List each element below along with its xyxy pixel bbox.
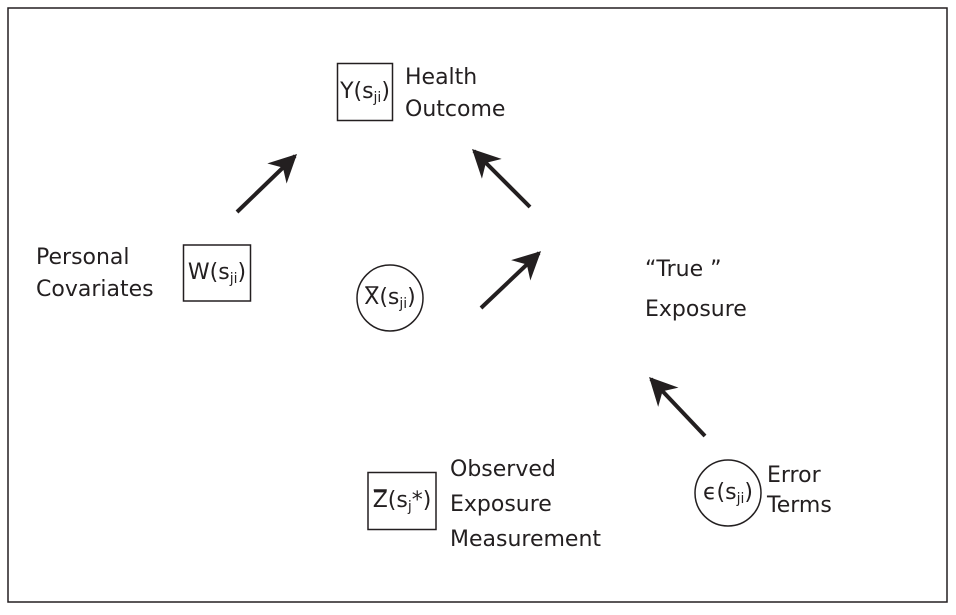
subscript: ji [373, 90, 382, 106]
symbol-part: Z(s [373, 488, 408, 513]
node-label: Terms [766, 493, 832, 518]
symbol-part: ) [381, 79, 390, 104]
node-symbol: Z(sj*) [373, 488, 432, 515]
symbol-part: W(s [188, 260, 230, 285]
node-label: Exposure [450, 492, 552, 517]
node-label: Outcome [405, 97, 505, 122]
node-symbol: Y(sji) [339, 79, 390, 106]
frame [7, 7, 948, 603]
symbol-part: ) [238, 260, 247, 285]
node-label: Covariates [36, 277, 154, 302]
subscript: ji [398, 296, 407, 312]
node-label: Measurement [450, 527, 601, 552]
arrow [649, 376, 707, 438]
symbol-part: *) [412, 488, 432, 513]
subscript: ji [229, 271, 238, 287]
node-symbol: X(sji) [364, 285, 416, 312]
node-symbol: ϵ(sji) [703, 480, 753, 507]
node-symbol: W(sji) [188, 260, 246, 287]
node-box [182, 244, 252, 302]
arrow [479, 251, 542, 310]
arrow [235, 154, 298, 214]
node-label: Personal [36, 245, 130, 270]
node-box [367, 471, 437, 531]
node-circle [694, 459, 762, 527]
symbol-part: ϵ(s [703, 480, 737, 505]
node-box [336, 62, 394, 122]
node-label: Observed [450, 457, 556, 482]
subscript: ji [736, 491, 745, 507]
symbol-part: Y(s [339, 79, 373, 104]
symbol-part: ) [744, 480, 753, 505]
symbol-part: ) [407, 285, 416, 310]
symbol-part: X(s [364, 285, 399, 310]
arrow [472, 149, 532, 209]
node-circle [356, 264, 424, 332]
subscript: j [407, 499, 412, 515]
node-label: Health [405, 65, 477, 90]
node-label: Error [767, 463, 822, 488]
node-label: “True ” [645, 257, 722, 282]
node-label: Exposure [645, 297, 747, 322]
